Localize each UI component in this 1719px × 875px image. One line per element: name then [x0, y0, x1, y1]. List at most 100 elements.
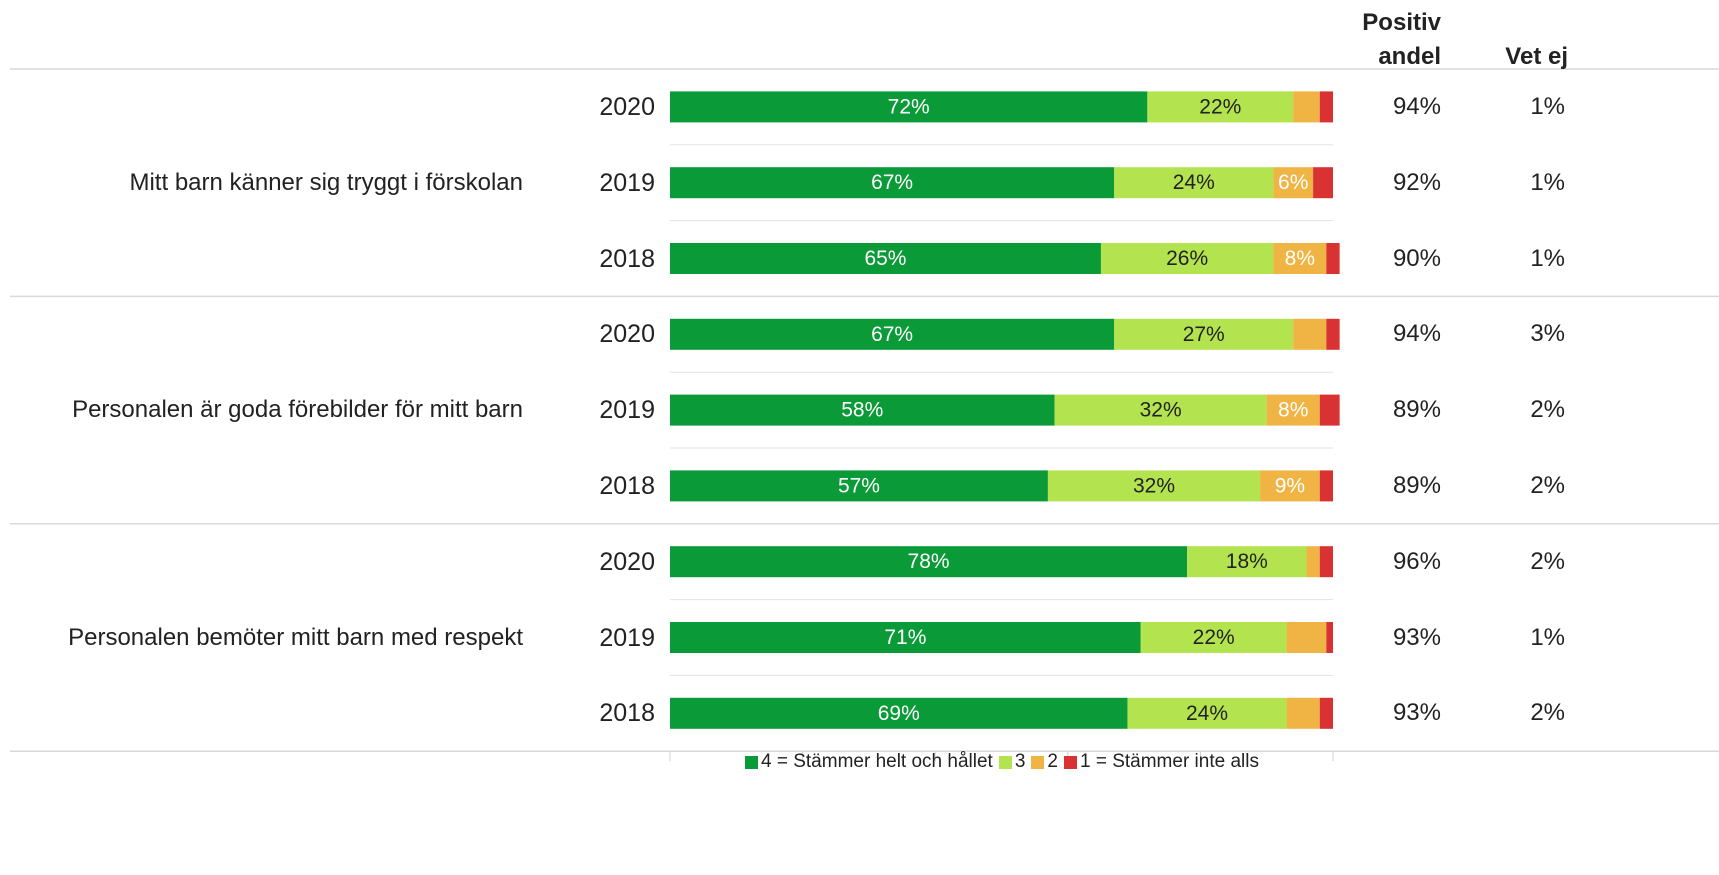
column-value: 92%: [1392, 168, 1441, 196]
value-label: 24%: [1186, 702, 1228, 725]
column-value: 2%: [1530, 396, 1565, 424]
column-value: 3%: [1530, 320, 1565, 348]
legend-label: 3: [1014, 751, 1026, 772]
legend-swatch: [745, 755, 758, 769]
bar-segment: [1306, 546, 1320, 578]
column-value: 1%: [1530, 623, 1565, 651]
bar-segment: [1273, 167, 1314, 199]
bar-segment: [670, 318, 1115, 350]
bar-segment: [670, 167, 1115, 199]
value-label: 22%: [1199, 95, 1241, 118]
bar-segment: [1260, 470, 1320, 502]
value-label: 57%: [838, 474, 880, 497]
legend-label: 1 = Stämmer inte alls: [1079, 751, 1259, 772]
bar-segment: [1313, 167, 1333, 199]
value-label: 8%: [1285, 247, 1315, 270]
bar-segment: [1286, 697, 1320, 729]
column-value: 89%: [1392, 396, 1441, 424]
legend-item: 4 = Stämmer helt och hållet: [745, 750, 993, 774]
bar-segment: [670, 91, 1148, 123]
value-label: 67%: [871, 171, 913, 194]
category-label: 2019: [599, 168, 655, 197]
category-label: 2018: [599, 471, 655, 500]
legend-item: 3: [998, 750, 1026, 774]
bar-segment: [1266, 394, 1320, 426]
column-value: 1%: [1530, 92, 1565, 120]
column-value: 2%: [1530, 699, 1565, 727]
value-label: 22%: [1193, 626, 1235, 649]
bar-segment: [1319, 470, 1333, 502]
category-label: 2020: [599, 92, 655, 121]
column-value: 2%: [1530, 471, 1565, 499]
bar-segment: [1140, 622, 1287, 653]
bar-segment: [670, 622, 1141, 653]
column-header: Vet ej: [1505, 43, 1568, 70]
column-value: 1%: [1530, 244, 1565, 272]
bar-segment: [1187, 546, 1307, 578]
column-value: 2%: [1530, 547, 1565, 575]
category-label: 2019: [599, 396, 655, 425]
bar-segment: [1326, 243, 1340, 274]
value-label: 24%: [1173, 171, 1215, 194]
value-label: 27%: [1183, 323, 1225, 346]
column-value: 94%: [1392, 320, 1441, 348]
bar-segment: [1047, 470, 1261, 502]
bar-segment: [1273, 243, 1327, 274]
bar-segment: [1326, 622, 1333, 653]
group-label: Personalen bemöter mitt barn med respekt: [68, 623, 523, 651]
column-header: Positiv andel: [1362, 9, 1441, 70]
value-label: 9%: [1275, 474, 1305, 497]
bar-segment: [670, 546, 1188, 578]
bar-segment: [1319, 697, 1333, 729]
bar-segment: [1286, 622, 1327, 653]
bar-segment: [1114, 318, 1294, 350]
value-label: 32%: [1133, 474, 1175, 497]
value-label: 65%: [864, 247, 906, 270]
category-label: 2019: [599, 623, 655, 652]
value-label: 71%: [884, 626, 926, 649]
legend-item: 1 = Stämmer inte alls: [1063, 750, 1259, 774]
legend-swatch: [1031, 755, 1045, 769]
legend-label: 4 = Stämmer helt och hållet: [761, 751, 993, 772]
value-label: 18%: [1226, 550, 1268, 573]
legend-swatch: [1063, 755, 1077, 769]
bar-segment: [1319, 91, 1333, 123]
value-label: 32%: [1140, 399, 1182, 422]
bar-segment: [670, 470, 1048, 502]
bar-segment: [670, 394, 1055, 426]
value-label: 72%: [888, 95, 930, 118]
group-label: Personalen är goda förebilder för mitt b…: [72, 396, 523, 424]
legend: 4 = Stämmer helt och hållet 3 2 1 = Stämmer…: [0, 750, 1719, 774]
column-value: 89%: [1392, 471, 1441, 499]
value-label: 6%: [1278, 171, 1308, 194]
category-label: 2020: [599, 320, 655, 349]
bar-segment: [1114, 167, 1274, 199]
bar-segment: [1147, 91, 1294, 123]
value-label: 69%: [878, 702, 920, 725]
legend-label: 2: [1047, 751, 1058, 772]
bar-segment: [1054, 394, 1267, 426]
bar-segment: [1293, 91, 1320, 123]
category-label: 2018: [599, 699, 655, 728]
bar-segment: [1127, 697, 1287, 729]
legend-swatch: [998, 755, 1012, 769]
bar-segment: [1293, 318, 1327, 350]
bar-segment: [670, 243, 1101, 274]
column-value: 96%: [1392, 547, 1441, 575]
value-label: 78%: [908, 550, 950, 573]
bar-segment: [1319, 394, 1340, 426]
column-value: 94%: [1392, 92, 1441, 120]
bar-segment: [1326, 318, 1340, 350]
value-label: 58%: [841, 399, 883, 422]
column-value: 93%: [1392, 699, 1441, 727]
bar-segment: [1100, 243, 1274, 274]
legend-item: 2: [1031, 750, 1058, 774]
value-label: 8%: [1278, 399, 1308, 422]
category-label: 2018: [599, 244, 655, 273]
group-label: Mitt barn känner sig tryggt i förskolan: [129, 168, 523, 196]
value-label: 67%: [871, 323, 913, 346]
category-label: 2020: [599, 547, 655, 576]
column-value: 93%: [1392, 623, 1441, 651]
